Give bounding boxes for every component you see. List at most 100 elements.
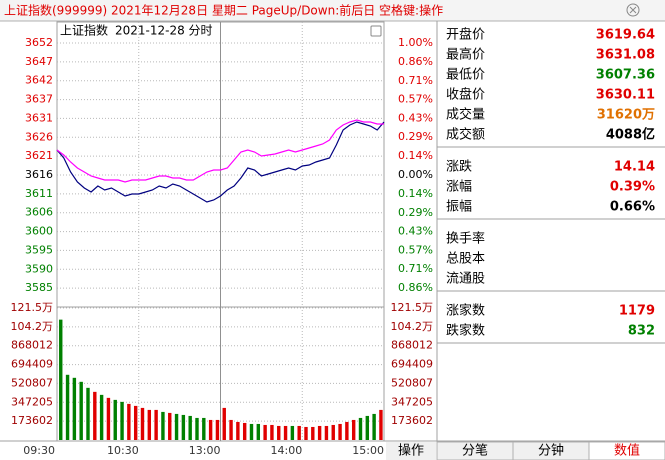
volume-bar <box>154 409 158 440</box>
quote-value: 3630.11 <box>596 88 655 103</box>
y-tick-label: 3600 <box>25 225 53 238</box>
volume-bar <box>65 374 70 440</box>
volume-bar <box>161 411 165 440</box>
y2-tick-label: 0.86% <box>398 281 433 294</box>
volume-bar <box>86 387 90 440</box>
y-tick-label: 3626 <box>25 130 53 143</box>
y-tick-label: 3642 <box>25 74 53 87</box>
window-title: 上证指数(999999) 2021年12月28日 星期二 PageUp/Down… <box>4 3 443 18</box>
y2-tick-label: 0.86% <box>398 55 433 68</box>
volume-tick-label: 104.2万 <box>11 320 54 333</box>
volume-bar <box>317 425 322 440</box>
y2-tick-label: 0.14% <box>398 149 433 162</box>
tab-label[interactable]: 分笔 <box>462 443 488 459</box>
volume-bar <box>297 425 301 440</box>
volume-bar <box>133 405 138 440</box>
y2-tick-label: 0.00% <box>398 168 433 181</box>
volume-bar <box>229 419 233 440</box>
volume-tick-label: 121.5万 <box>11 301 54 314</box>
quote-value: 14.14 <box>614 160 655 175</box>
x-tick-label: 13:00 <box>189 444 221 457</box>
quote-value: 3631.08 <box>596 48 655 63</box>
plot: 3652 3647 3642 3637 3631 3626 3621 3616 3611 3606… <box>11 22 434 457</box>
volume-bar <box>379 409 383 440</box>
title-bar <box>0 0 665 21</box>
y-tick-label: 3595 <box>25 243 53 256</box>
tab-label[interactable]: 分钟 <box>538 443 564 459</box>
volume-bar <box>331 424 335 440</box>
volume-bar <box>270 424 274 440</box>
close-button[interactable] <box>626 3 640 17</box>
volume-bar <box>222 407 226 440</box>
quote-value: 0.66% <box>610 200 655 215</box>
volume-bar <box>59 319 63 440</box>
tab[interactable] <box>588 441 665 460</box>
volume-bar <box>181 414 186 440</box>
quote-label: 最高价 <box>446 47 485 63</box>
checkbox-box[interactable] <box>370 25 382 37</box>
x-tick-label: 09:30 <box>23 444 55 457</box>
close-cross[interactable] <box>629 6 637 14</box>
y-tick-label: 3611 <box>25 187 53 200</box>
y-tick-label: 3637 <box>25 93 53 106</box>
volume-bar <box>113 399 117 440</box>
volume-bar <box>215 419 220 440</box>
y2-tick-label: 0.57% <box>398 243 433 256</box>
quote-label: 涨家数 <box>446 303 485 319</box>
volume-tick-label: 520807 <box>11 376 53 389</box>
volume-bar <box>93 391 97 440</box>
volume-tick-label-right: 121.5万 <box>391 301 434 314</box>
volume-bar <box>188 415 192 440</box>
volume-bar <box>168 412 172 440</box>
x-tick-label: 10:30 <box>107 444 139 457</box>
quote-label: 跌家数 <box>446 323 485 339</box>
y2-tick-label: 1.00% <box>398 36 433 49</box>
volume-tick-label-right: 173602 <box>391 414 433 427</box>
tab-label[interactable]: 数值 <box>614 443 640 459</box>
y-tick-label: 3621 <box>25 149 53 162</box>
y-tick-label: 3647 <box>25 55 53 68</box>
quote-value: 3607.36 <box>596 68 655 83</box>
volume-bar <box>79 381 83 440</box>
y-tick-label: 3616 <box>25 168 53 181</box>
volume-tick-label-right: 520807 <box>391 376 433 389</box>
volume-bar <box>242 422 247 440</box>
quote-label: 成交额 <box>446 127 485 143</box>
y2-tick-label: 0.71% <box>398 74 433 87</box>
quote-label: 涨跌 <box>446 159 472 175</box>
volume-bar <box>324 425 329 440</box>
price-line <box>56 121 385 203</box>
volume-bar <box>99 394 104 440</box>
volume-bar <box>106 397 111 440</box>
volume-tick-label-right: 104.2万 <box>391 320 434 333</box>
y2-tick-label: 0.14% <box>398 187 433 200</box>
settings-checkbox[interactable] <box>370 25 382 37</box>
quote-value: 832 <box>628 324 655 339</box>
volume-bar <box>311 426 315 440</box>
operate-button-label[interactable]: 操作 <box>398 443 424 459</box>
quote-panel: 开盘价 3619.64 最高价 3631.08 最低价 3607.36 收盘价 3630.11… <box>436 27 665 460</box>
volume-bar <box>174 413 179 440</box>
operate-button[interactable] <box>386 442 436 460</box>
volume-bar <box>304 426 308 440</box>
volume-bar <box>256 423 261 440</box>
y2-tick-label: 0.29% <box>398 206 433 219</box>
quote-value: 4088亿 <box>606 127 655 143</box>
volume-bar <box>195 417 199 440</box>
volume-bar <box>345 421 349 440</box>
volume-bar <box>290 425 295 440</box>
volume-bar <box>127 403 131 440</box>
volume-tick-label-right: 694409 <box>391 358 433 371</box>
volume-tick-label: 173602 <box>11 414 53 427</box>
quote-label: 收盘价 <box>446 87 485 103</box>
volume-tick-label-right: 347205 <box>391 395 433 408</box>
quote-label: 流通股 <box>446 272 485 287</box>
volume-bar <box>72 377 77 440</box>
y-tick-label: 3590 <box>25 262 53 275</box>
y-tick-label: 3606 <box>25 206 53 219</box>
volume-bar <box>202 417 206 440</box>
close-circle[interactable] <box>626 3 640 17</box>
volume-bar <box>208 419 213 440</box>
y2-tick-label: 0.43% <box>398 111 433 124</box>
